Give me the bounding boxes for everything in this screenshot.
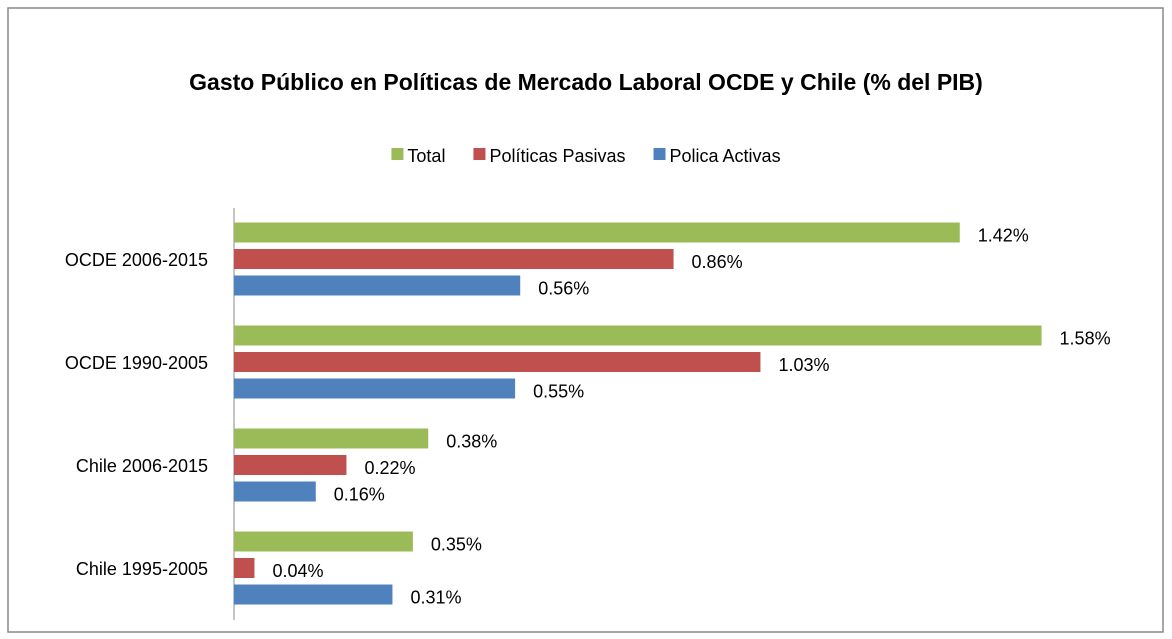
- legend-label: Polica Activas: [670, 146, 781, 166]
- y-tick-label: OCDE 1990-2005: [65, 353, 208, 373]
- bar: [234, 481, 316, 502]
- legend-label: Total: [407, 146, 445, 166]
- data-label: 0.86%: [692, 252, 743, 272]
- bar: [234, 249, 674, 269]
- data-label: 0.04%: [272, 561, 323, 581]
- bar: [234, 275, 521, 296]
- data-label: 1.42%: [978, 225, 1029, 245]
- chart-frame: [7, 7, 1164, 633]
- bar: [234, 584, 393, 605]
- bar: [234, 325, 1042, 346]
- data-label: 1.58%: [1060, 328, 1111, 348]
- data-label: 0.35%: [431, 534, 482, 554]
- data-label: 0.31%: [410, 587, 461, 607]
- data-label: 0.16%: [334, 484, 385, 504]
- bar: [234, 531, 413, 552]
- bar: [234, 558, 255, 578]
- data-label: 0.22%: [364, 458, 415, 478]
- legend-label: Políticas Pasivas: [489, 146, 625, 166]
- data-label: 0.55%: [533, 381, 584, 401]
- legend-swatch: [391, 148, 404, 160]
- bar: [234, 352, 761, 372]
- y-tick-label: OCDE 2006-2015: [65, 250, 208, 270]
- bar: [234, 222, 960, 243]
- chart-title: Gasto Público en Políticas de Mercado La…: [189, 69, 983, 95]
- data-label: 1.03%: [778, 355, 829, 375]
- data-label: 0.56%: [538, 278, 589, 298]
- legend-swatch: [473, 148, 486, 160]
- bar: [234, 428, 429, 449]
- data-label: 0.38%: [446, 431, 497, 451]
- legend-swatch: [653, 148, 666, 160]
- bar: [234, 455, 347, 475]
- y-tick-label: Chile 1995-2005: [76, 559, 208, 579]
- bar: [234, 378, 516, 399]
- y-tick-label: Chile 2006-2015: [76, 456, 208, 476]
